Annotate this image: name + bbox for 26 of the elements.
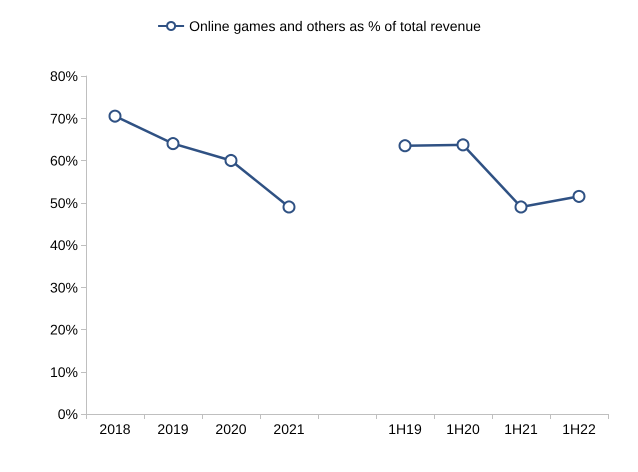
y-tick-label: 40%	[50, 237, 78, 253]
legend-label: Online games and others as % of total revenue	[189, 18, 482, 34]
point	[282, 200, 296, 214]
y-tick-label: 60%	[50, 152, 78, 168]
x-tick-label: 1H21	[504, 421, 538, 437]
y-tick-label: 30%	[50, 279, 78, 296]
x-tick-label: 2018	[99, 421, 131, 437]
point	[572, 190, 586, 203]
point	[398, 139, 412, 152]
y-tick-label: 80%	[50, 68, 78, 84]
x-tick-label: 2019	[157, 421, 189, 437]
point	[456, 138, 470, 152]
x-tick-label: 2020	[215, 421, 247, 437]
x-tick-label: 1H19	[388, 421, 422, 437]
x-tick-label: 1H22	[562, 421, 596, 437]
point	[166, 137, 180, 150]
x-tick-label: 2021	[273, 421, 305, 437]
x-tick-label: 1H20	[446, 421, 480, 437]
point	[224, 154, 238, 167]
y-tick-label: 50%	[50, 194, 78, 211]
y-tick-label: 70%	[50, 110, 78, 126]
y-tick-label: 20%	[50, 322, 78, 338]
y-tick-label: 0%	[58, 406, 78, 422]
point	[108, 110, 122, 123]
y-tick-label: 10%	[50, 364, 78, 380]
point	[514, 200, 528, 214]
